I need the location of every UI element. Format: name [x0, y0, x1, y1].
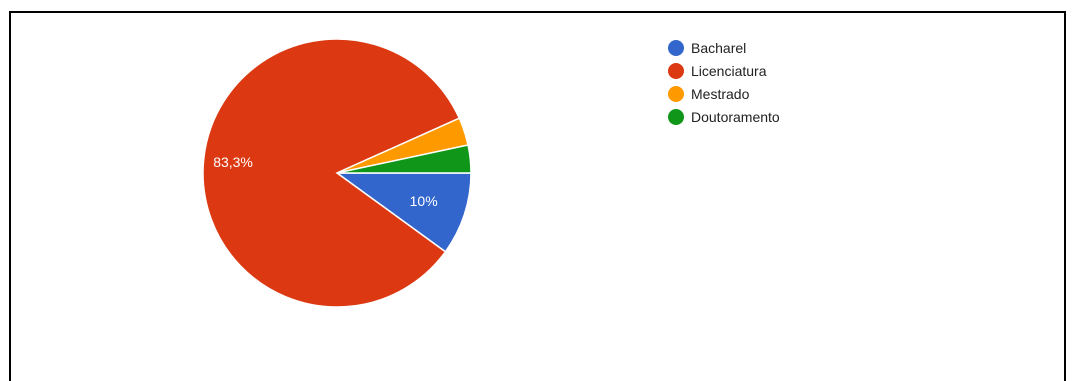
slice-label-licenciatura: 83,3%	[213, 154, 253, 170]
legend-item-licenciatura: Licenciatura	[668, 59, 780, 82]
slice-label-bacharel: 10%	[410, 193, 438, 209]
legend-label-mestrado: Mestrado	[691, 85, 750, 102]
legend-label-doutoramento: Doutoramento	[691, 108, 780, 125]
pie-slice-bacharel	[334, 172, 472, 253]
legend-label-bacharel: Bacharel	[691, 39, 747, 56]
pie-slice-doutoramento	[336, 144, 472, 174]
legend-item-mestrado: Mestrado	[668, 82, 780, 105]
chart-legend: Bacharel Licenciatura Mestrado Doutoramento	[668, 36, 780, 128]
legend-swatch-licenciatura	[668, 62, 684, 79]
pie-slice-licenciatura	[202, 38, 461, 308]
legend-item-doutoramento: Doutoramento	[668, 105, 780, 128]
legend-swatch-bacharel	[668, 39, 684, 56]
legend-label-licenciatura: Licenciatura	[691, 62, 767, 79]
legend-item-bacharel: Bacharel	[668, 36, 780, 59]
chart-frame	[9, 11, 1066, 381]
legend-swatch-doutoramento	[668, 108, 684, 125]
legend-swatch-mestrado	[668, 85, 684, 102]
